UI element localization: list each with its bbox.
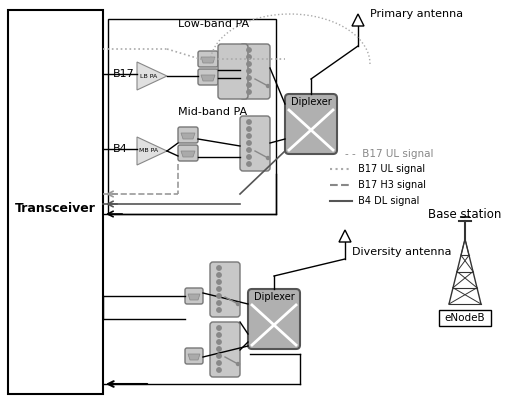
Circle shape (217, 308, 221, 312)
Polygon shape (137, 137, 167, 165)
FancyBboxPatch shape (198, 51, 218, 67)
Circle shape (247, 69, 251, 73)
Circle shape (217, 354, 221, 358)
Polygon shape (181, 133, 195, 139)
Circle shape (247, 127, 251, 131)
Text: Diversity antenna: Diversity antenna (352, 247, 452, 257)
Circle shape (247, 90, 251, 94)
Circle shape (217, 294, 221, 298)
Text: Base station: Base station (428, 208, 502, 221)
Text: MB PA: MB PA (140, 149, 159, 154)
FancyBboxPatch shape (178, 127, 198, 143)
FancyBboxPatch shape (185, 288, 203, 304)
Text: B17 H3 signal: B17 H3 signal (355, 180, 426, 190)
Text: LB PA: LB PA (140, 74, 158, 78)
FancyBboxPatch shape (210, 262, 240, 317)
FancyBboxPatch shape (198, 69, 218, 85)
FancyBboxPatch shape (240, 116, 270, 171)
Polygon shape (201, 75, 215, 81)
FancyBboxPatch shape (240, 44, 270, 99)
Circle shape (217, 273, 221, 277)
Text: Diplexer: Diplexer (254, 292, 295, 302)
Text: Primary antenna: Primary antenna (370, 9, 463, 19)
Circle shape (217, 326, 221, 330)
FancyBboxPatch shape (185, 348, 203, 364)
Polygon shape (137, 62, 167, 90)
Text: B4: B4 (113, 144, 128, 154)
Bar (108, 19, 276, 214)
FancyBboxPatch shape (220, 63, 232, 78)
Circle shape (247, 134, 251, 138)
Circle shape (217, 347, 221, 351)
Circle shape (247, 62, 251, 66)
FancyBboxPatch shape (218, 44, 248, 99)
Polygon shape (188, 354, 200, 360)
Circle shape (217, 266, 221, 270)
FancyBboxPatch shape (178, 145, 198, 161)
Polygon shape (188, 294, 200, 300)
Text: Low-band PA: Low-band PA (178, 19, 249, 29)
FancyBboxPatch shape (210, 322, 240, 377)
Bar (439, 310, 491, 326)
Circle shape (217, 368, 221, 372)
Text: B17: B17 (113, 69, 135, 79)
Circle shape (247, 162, 251, 166)
Circle shape (267, 156, 269, 160)
FancyBboxPatch shape (285, 94, 337, 154)
Circle shape (247, 55, 251, 59)
Bar (8, 10, 103, 394)
Circle shape (217, 340, 221, 344)
Polygon shape (352, 14, 364, 26)
Circle shape (217, 280, 221, 284)
Circle shape (267, 84, 269, 88)
Circle shape (236, 303, 239, 305)
Text: Diplexer: Diplexer (291, 97, 331, 107)
FancyBboxPatch shape (248, 289, 300, 349)
Polygon shape (201, 57, 215, 63)
Circle shape (247, 141, 251, 145)
Polygon shape (181, 151, 195, 157)
Circle shape (247, 48, 251, 52)
Circle shape (217, 301, 221, 305)
Text: - -  B17 UL signal: - - B17 UL signal (345, 149, 434, 159)
Circle shape (247, 83, 251, 87)
Circle shape (247, 148, 251, 152)
Circle shape (236, 362, 239, 366)
Text: B4 DL signal: B4 DL signal (355, 196, 419, 206)
Circle shape (247, 120, 251, 124)
Circle shape (247, 155, 251, 159)
Circle shape (217, 333, 221, 337)
Circle shape (217, 287, 221, 291)
Circle shape (247, 76, 251, 80)
Text: Mid-band PA: Mid-band PA (178, 107, 247, 117)
Text: eNodeB: eNodeB (445, 313, 485, 323)
Polygon shape (339, 230, 351, 242)
Text: B17 UL signal: B17 UL signal (355, 164, 425, 174)
Circle shape (217, 361, 221, 365)
Text: Transceiver: Transceiver (15, 202, 96, 215)
